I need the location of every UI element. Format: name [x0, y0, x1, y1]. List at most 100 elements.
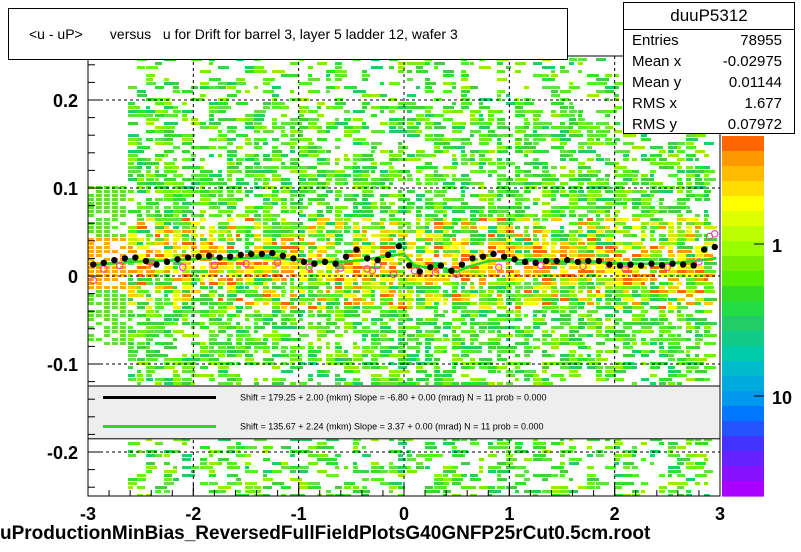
open-point [389, 270, 398, 279]
plot-title: <u - uP> versus u for Drift for barrel 3… [29, 26, 458, 42]
color-scale-segment [722, 316, 764, 332]
color-scale-segment [722, 346, 764, 362]
black-point [532, 259, 539, 266]
green-series-line [93, 252, 715, 273]
stats-row-rms-x: RMS x 1.677 [624, 93, 794, 114]
y-tick-label: -0.1 [47, 355, 78, 375]
black-point [637, 262, 645, 269]
black-point [269, 249, 276, 257]
color-scale-segment [722, 151, 764, 167]
stats-key: RMS y [632, 116, 677, 133]
black-point [511, 256, 518, 263]
black-point [227, 253, 234, 260]
open-point [179, 263, 187, 272]
x-tick-label: 3 [715, 504, 725, 524]
open-point [115, 261, 124, 270]
color-scale-segment [722, 301, 764, 317]
black-point [363, 255, 371, 262]
color-scale-segment [722, 466, 764, 482]
open-point [695, 258, 703, 266]
green-point [633, 261, 638, 266]
green-point [676, 261, 680, 265]
black-point [258, 250, 265, 258]
black-point [479, 253, 487, 260]
title-box: <u - uP> versus u for Drift for barrel 3… [8, 8, 568, 60]
open-point [452, 270, 461, 279]
color-scale-label: 1 [772, 236, 782, 256]
x-tick-label: 0 [399, 504, 409, 524]
green-point [107, 261, 111, 266]
black-point [543, 257, 550, 265]
open-point [621, 265, 630, 273]
open-point [89, 276, 98, 285]
black-point [279, 252, 287, 259]
green-point [423, 265, 427, 270]
black-point [100, 259, 108, 266]
black-point [564, 256, 571, 264]
black-point [205, 252, 213, 259]
black-point [627, 261, 634, 268]
green-point [296, 258, 301, 262]
open-point [537, 261, 545, 270]
black-point [111, 256, 118, 264]
green-point [655, 261, 659, 266]
color-scale: 10 1 [722, 136, 792, 497]
open-point [242, 259, 250, 268]
green-point [570, 260, 575, 264]
black-point [458, 261, 466, 268]
legend-entry-text: Shift = 135.67 + 2.24 (mkm) Slope = 3.37… [240, 421, 544, 431]
x-tick-label: -2 [185, 504, 201, 524]
open-point [368, 266, 377, 275]
open-point [363, 265, 371, 273]
green-point [339, 260, 343, 264]
stats-value: 0.07972 [727, 116, 782, 133]
x-tick-label: -1 [291, 504, 307, 524]
x-tick-label: -3 [80, 504, 96, 524]
stats-key: Mean y [632, 74, 682, 91]
black-point [300, 258, 308, 266]
black-point [658, 262, 666, 269]
green-point [212, 256, 217, 261]
green-point [360, 258, 364, 262]
black-point [521, 258, 529, 266]
black-point [248, 250, 255, 258]
black-point [321, 258, 329, 266]
y-tick-label: 0.2 [53, 91, 78, 111]
stats-key: Entries [632, 32, 679, 49]
green-point [507, 258, 512, 262]
green-point [591, 260, 596, 264]
black-point [121, 255, 129, 262]
green-point [549, 259, 554, 263]
black-point [353, 246, 360, 253]
black-point [500, 253, 508, 260]
color-scale-segment [722, 421, 764, 437]
green-point [486, 259, 491, 263]
black-point [701, 246, 708, 253]
green-point [465, 265, 470, 270]
black-point [574, 258, 581, 266]
x-tick-label: 2 [610, 504, 620, 524]
black-point [553, 257, 560, 265]
black-point [469, 255, 476, 262]
data-markers [89, 229, 719, 285]
black-point [490, 250, 497, 258]
open-point [305, 263, 314, 272]
black-point [184, 254, 192, 261]
stats-value: -0.02975 [722, 53, 782, 70]
black-point [174, 256, 181, 263]
open-point [494, 263, 503, 272]
green-point [191, 257, 196, 262]
color-scale-segment [722, 406, 764, 422]
black-point [374, 256, 381, 264]
black-point [427, 264, 434, 271]
green-point [444, 267, 448, 271]
green-point [612, 261, 617, 265]
green-point [381, 254, 385, 259]
green-point [402, 252, 406, 256]
open-point [210, 261, 219, 270]
black-point [142, 257, 150, 265]
stats-row-rms-y: RMS y 0.07972 [624, 114, 794, 135]
stats-key: RMS x [632, 95, 677, 112]
black-point [711, 243, 718, 251]
color-scale-segment [722, 376, 764, 392]
